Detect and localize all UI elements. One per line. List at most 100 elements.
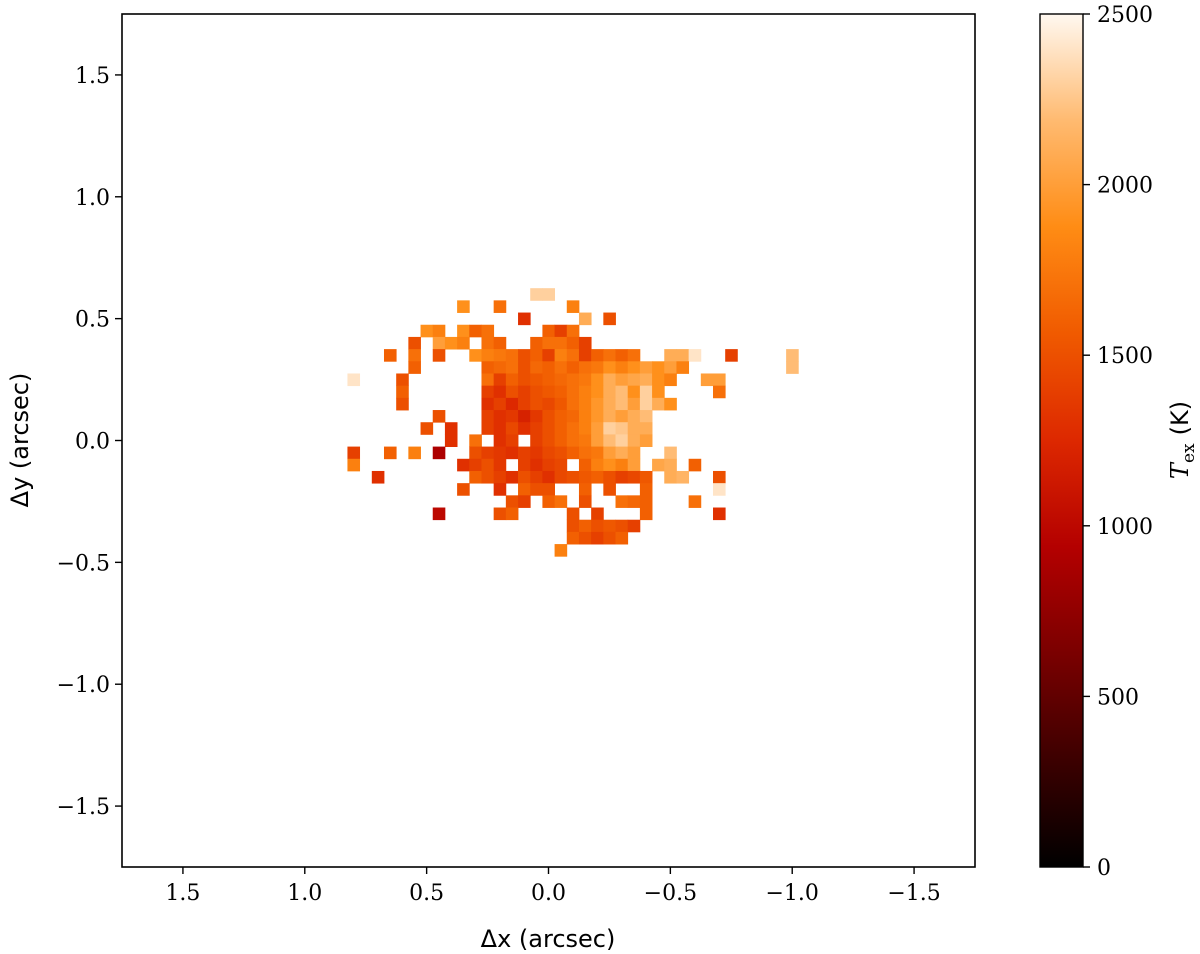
- heatmap-cell: [639, 422, 653, 435]
- heatmap-cell: [518, 373, 531, 387]
- heatmap-cell: [664, 458, 677, 472]
- heatmap-cell: [566, 336, 580, 350]
- heatmap-cell: [688, 495, 702, 508]
- heatmap-cell: [493, 434, 507, 447]
- heatmap-cell: [578, 385, 592, 399]
- heatmap-cell: [518, 483, 531, 496]
- heatmap-cell: [615, 397, 629, 411]
- heatmap-cell: [627, 434, 641, 447]
- heatmap-cell: [713, 470, 726, 484]
- heatmap-cell: [627, 397, 641, 411]
- heatmap-cell: [469, 458, 482, 472]
- heatmap-cell: [591, 507, 604, 521]
- heatmap-cell: [493, 336, 507, 350]
- heatmap-cell: [432, 349, 446, 362]
- heatmap-cell: [347, 458, 361, 472]
- heatmap-cell: [664, 446, 677, 460]
- heatmap-cell: [627, 385, 641, 399]
- heatmap-cell: [591, 434, 604, 447]
- heatmap-cell: [554, 373, 568, 387]
- heatmap-cell: [554, 544, 568, 557]
- heatmap-cell: [627, 470, 641, 484]
- heatmap-cell: [591, 361, 604, 374]
- heatmap-cell: [566, 300, 580, 313]
- heatmap-cell: [566, 373, 580, 387]
- heatmap-cell: [566, 507, 580, 521]
- heatmap-cell: [505, 410, 519, 423]
- heatmap-cell: [554, 446, 568, 460]
- heatmap-cell: [505, 434, 519, 447]
- heatmap-cell: [591, 349, 604, 362]
- x-tick-label: −1.0: [766, 881, 819, 906]
- heatmap-cell: [566, 519, 580, 533]
- heatmap-cell: [469, 324, 482, 338]
- x-tick-label: −1.5: [887, 881, 940, 906]
- heatmap-cell: [713, 507, 726, 521]
- heatmap-cell: [493, 300, 507, 313]
- heatmap-cell: [664, 349, 677, 362]
- heatmap-cell: [530, 410, 543, 423]
- heatmap-cell: [786, 361, 799, 374]
- heatmap-cell: [420, 422, 434, 435]
- y-tick-label: 1.0: [75, 186, 110, 211]
- heatmap-cell: [371, 470, 385, 484]
- heatmap-cell: [615, 470, 629, 484]
- heatmap-cell: [615, 519, 629, 533]
- heatmap-cell: [566, 531, 580, 545]
- heatmap-cell: [603, 470, 616, 484]
- colorbar-tick-label: 0: [1097, 856, 1111, 881]
- heatmap-cell: [688, 458, 702, 472]
- heatmap-cell: [603, 349, 616, 362]
- heatmap-cell: [578, 519, 592, 533]
- x-tick-label: 0.5: [409, 881, 444, 906]
- heatmap-cell: [615, 458, 629, 472]
- heatmap-cell: [578, 483, 592, 496]
- heatmap-cell: [566, 324, 580, 338]
- heatmap-cell: [652, 397, 665, 411]
- heatmap-cell: [578, 349, 592, 362]
- heatmap-cell: [615, 446, 629, 460]
- heatmap-cell: [542, 336, 555, 350]
- colorbar-label: Tex (K): [1166, 401, 1199, 479]
- heatmap-cell: [554, 349, 568, 362]
- heatmap-cell: [493, 410, 507, 423]
- heatmap-cell: [505, 373, 519, 387]
- heatmap-cell: [432, 507, 446, 521]
- heatmap-cell: [542, 373, 555, 387]
- x-tick-label: 1.5: [165, 881, 200, 906]
- heatmap-cell: [615, 361, 629, 374]
- heatmap-cell: [530, 483, 543, 496]
- heatmap-cell: [530, 385, 543, 399]
- heatmap-cell: [481, 336, 495, 350]
- heatmap-cell: [518, 446, 531, 460]
- heatmap-cell: [591, 446, 604, 460]
- heatmap-cell: [481, 373, 495, 387]
- heatmap-cell: [578, 397, 592, 411]
- heatmap-cell: [469, 470, 482, 484]
- y-tick-label: −0.5: [57, 551, 110, 576]
- heatmap-cell: [408, 446, 421, 460]
- heatmap-cell: [530, 288, 543, 301]
- heatmap-cell: [396, 385, 409, 399]
- heatmap-cell: [554, 434, 568, 447]
- heatmap-cell: [713, 373, 726, 387]
- heatmap-cell: [481, 361, 495, 374]
- heatmap-cell: [688, 349, 702, 362]
- heatmap-cell: [518, 361, 531, 374]
- heatmap-cell: [627, 349, 641, 362]
- heatmap-cell: [713, 483, 726, 496]
- heatmap-cell: [408, 349, 421, 362]
- heatmap-cell: [713, 385, 726, 399]
- heatmap-cell: [481, 385, 495, 399]
- colorbar-label-symbol: T: [1166, 461, 1194, 479]
- heatmap-cell: [566, 422, 580, 435]
- heatmap-cell: [518, 422, 531, 435]
- heatmap-cell: [578, 312, 592, 326]
- heatmap-cell: [493, 373, 507, 387]
- heatmap-cell: [505, 385, 519, 399]
- heatmap-cell: [457, 458, 470, 472]
- heatmap-cell: [615, 495, 629, 508]
- colorbar-tick-label: 500: [1097, 685, 1139, 710]
- heatmap-cell: [493, 446, 507, 460]
